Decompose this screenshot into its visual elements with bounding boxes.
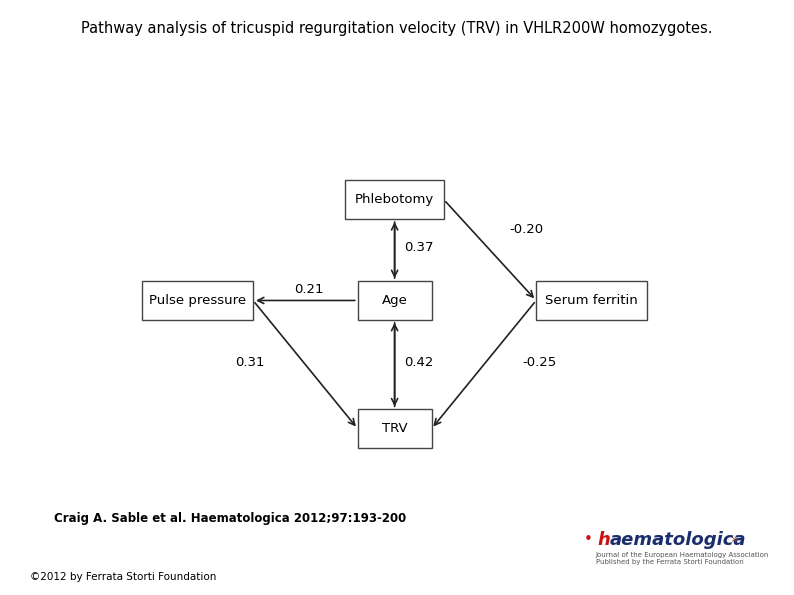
Text: Pulse pressure: Pulse pressure: [149, 294, 246, 307]
Text: Phlebotomy: Phlebotomy: [355, 193, 434, 206]
FancyBboxPatch shape: [345, 180, 444, 219]
Text: aematologica: aematologica: [610, 531, 746, 549]
Text: »: »: [730, 533, 738, 546]
Text: 0.31: 0.31: [235, 356, 264, 369]
FancyBboxPatch shape: [536, 281, 647, 320]
Text: Craig A. Sable et al. Haematologica 2012;97:193-200: Craig A. Sable et al. Haematologica 2012…: [54, 512, 407, 525]
Text: Serum ferritin: Serum ferritin: [545, 294, 638, 307]
Text: -0.25: -0.25: [522, 356, 557, 369]
Text: Age: Age: [382, 294, 407, 307]
Text: •: •: [584, 532, 592, 547]
FancyBboxPatch shape: [357, 409, 432, 448]
Text: Published by the Ferrata Storti Foundation: Published by the Ferrata Storti Foundati…: [596, 559, 743, 565]
FancyBboxPatch shape: [142, 281, 253, 320]
Text: ©2012 by Ferrata Storti Foundation: ©2012 by Ferrata Storti Foundation: [30, 572, 217, 582]
Text: Journal of the European Haematology Association: Journal of the European Haematology Asso…: [596, 552, 769, 558]
Text: Pathway analysis of tricuspid regurgitation velocity (TRV) in VHLR200W homozygot: Pathway analysis of tricuspid regurgitat…: [81, 21, 713, 36]
Text: TRV: TRV: [382, 422, 407, 436]
Text: 0.42: 0.42: [405, 356, 434, 369]
Text: 0.37: 0.37: [404, 242, 434, 254]
Text: -0.20: -0.20: [510, 223, 544, 236]
Text: h: h: [598, 531, 611, 549]
FancyBboxPatch shape: [357, 281, 432, 320]
Text: 0.21: 0.21: [294, 283, 323, 296]
